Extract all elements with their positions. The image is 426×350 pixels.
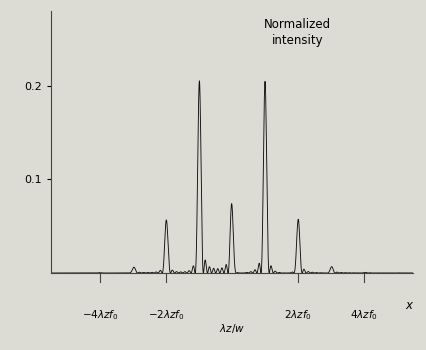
Text: $-2\lambda zf_0$: $-2\lambda zf_0$ [148,309,184,322]
Text: $\lambda z/w$: $\lambda z/w$ [219,322,245,335]
Text: $4\lambda zf_0$: $4\lambda zf_0$ [350,309,378,322]
Text: $-4\lambda zf_0$: $-4\lambda zf_0$ [82,309,119,322]
Text: Normalized
intensity: Normalized intensity [264,18,331,47]
Text: $2\lambda zf_0$: $2\lambda zf_0$ [284,309,312,322]
Text: $x$: $x$ [405,299,414,312]
